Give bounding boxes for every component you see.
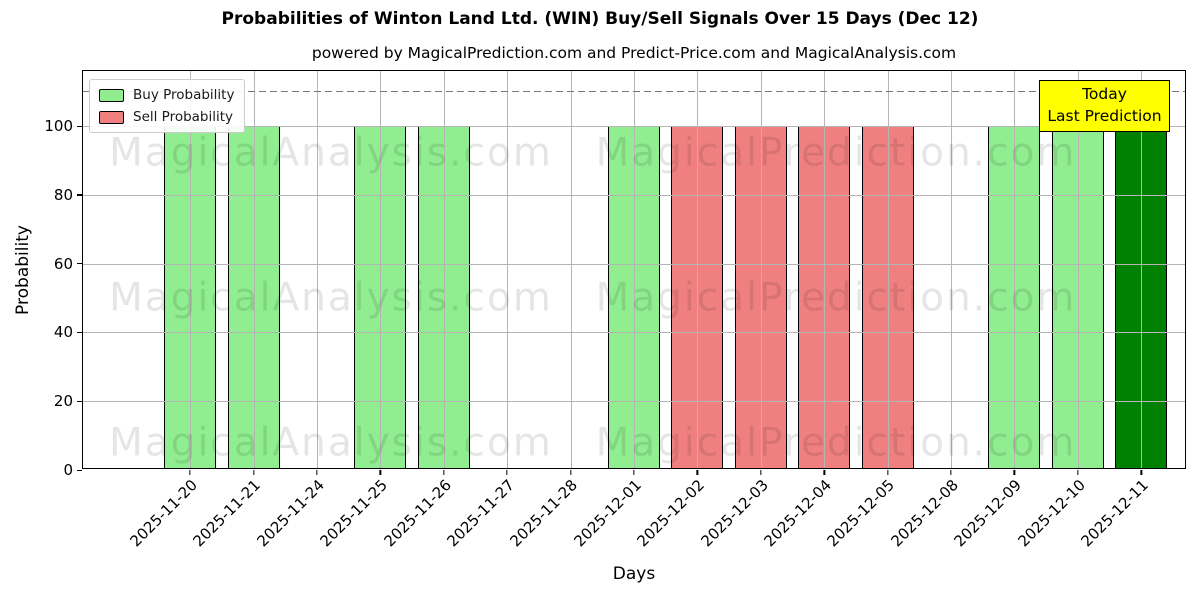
x-tick-2025-12-02 bbox=[696, 470, 699, 475]
y-tick-label-20: 20 bbox=[53, 392, 73, 411]
watermark-text: MagicalAnalysis.com bbox=[109, 275, 553, 321]
x-tick-label-text: 2025-11-28 bbox=[506, 476, 582, 551]
x-tick-2025-12-01 bbox=[633, 470, 635, 475]
gridline-x-2025-12-02 bbox=[697, 71, 699, 468]
gridline-x-2025-11-20 bbox=[190, 71, 192, 468]
x-tick-2025-12-11 bbox=[1140, 470, 1142, 475]
x-tick-label-text: 2025-12-05 bbox=[823, 476, 899, 551]
x-tick-label-text: 2025-12-02 bbox=[633, 476, 709, 551]
y-tick-label-0: 0 bbox=[63, 461, 73, 479]
today-annotation-line2: Last Prediction bbox=[1047, 106, 1162, 125]
legend-item-sell: Sell Probability bbox=[99, 109, 234, 125]
gridline-x-2025-11-26 bbox=[443, 71, 445, 468]
x-tick-label-text: 2025-11-27 bbox=[443, 476, 518, 551]
x-tick-label-text: 2025-12-03 bbox=[697, 476, 772, 551]
gridline-x-2025-12-04 bbox=[824, 71, 826, 468]
x-tick-2025-12-10 bbox=[1077, 470, 1079, 475]
x-tick-2025-12-05 bbox=[886, 470, 889, 475]
x-tick-label-text: 2025-12-04 bbox=[760, 476, 835, 551]
x-tick-2025-12-03 bbox=[760, 470, 762, 475]
x-tick-label-text: 2025-11-21 bbox=[189, 476, 265, 551]
x-tick-2025-12-09 bbox=[1013, 470, 1016, 475]
x-tick-2025-12-08 bbox=[950, 470, 952, 475]
watermark-text: MagicalPrediction.com bbox=[595, 130, 1077, 176]
x-tick-2025-11-24 bbox=[316, 470, 318, 475]
x-tick-label-text: 2025-11-25 bbox=[316, 476, 392, 551]
y-tick-100 bbox=[77, 125, 82, 127]
chart-subtitle: powered by MagicalPrediction.com and Pre… bbox=[311, 44, 957, 62]
today-annotation-line1: Today bbox=[1082, 85, 1127, 103]
watermark-text: MagicalAnalysis.com bbox=[109, 420, 553, 466]
y-tick-label-80: 80 bbox=[53, 185, 73, 204]
x-tick-label-text: 2025-12-10 bbox=[1014, 476, 1089, 551]
buy-color-swatch bbox=[99, 88, 124, 102]
y-tick-20 bbox=[77, 400, 82, 402]
x-tick-label-text: 2025-12-09 bbox=[950, 476, 1026, 551]
gridline-x-2025-12-01 bbox=[634, 71, 635, 468]
watermark-text: MagicalPrediction.com bbox=[595, 275, 1077, 321]
y-tick-label-100: 100 bbox=[44, 117, 73, 136]
gridline-x-2025-12-08 bbox=[951, 71, 953, 468]
legend-item-buy: Buy Probability bbox=[99, 87, 234, 103]
legend: Buy Probability Sell Probability bbox=[89, 79, 246, 133]
gridline-x-2025-11-24 bbox=[316, 71, 318, 468]
x-tick-label-text: 2025-12-01 bbox=[570, 476, 645, 551]
watermark-text: MagicalAnalysis.com bbox=[109, 130, 553, 176]
y-tick-60 bbox=[77, 263, 82, 265]
watermark-text: MagicalPrediction.com bbox=[595, 420, 1077, 466]
y-tick-0 bbox=[77, 469, 82, 471]
gridline-x-2025-11-28 bbox=[570, 71, 572, 468]
x-tick-label-text: 2025-11-26 bbox=[380, 476, 455, 551]
chart-title: Probabilities of Winton Land Ltd. (WIN) … bbox=[221, 9, 979, 29]
x-tick-label-text: 2025-12-08 bbox=[887, 476, 962, 551]
y-tick-80 bbox=[77, 194, 82, 196]
y-tick-40 bbox=[77, 331, 82, 334]
legend-label-buy: Buy Probability bbox=[133, 87, 235, 103]
x-tick-2025-12-04 bbox=[823, 470, 825, 475]
x-tick-2025-11-20 bbox=[189, 470, 191, 475]
x-tick-label-text: 2025-12-11 bbox=[1077, 476, 1152, 551]
gridline-x-2025-11-27 bbox=[507, 71, 509, 468]
gridline-x-2025-12-05 bbox=[887, 71, 889, 468]
gridline-x-2025-11-25 bbox=[380, 71, 382, 468]
sell-color-swatch bbox=[99, 110, 124, 124]
x-axis-label: Days bbox=[612, 564, 656, 584]
x-tick-label-text: 2025-11-20 bbox=[126, 476, 201, 551]
today-annotation: Today Last Prediction bbox=[1039, 80, 1170, 133]
gridline-x-2025-11-21 bbox=[253, 71, 255, 468]
dashed-reference-line bbox=[83, 90, 1185, 93]
gridline-x-2025-12-10 bbox=[1077, 71, 1079, 468]
gridline-x-2025-12-09 bbox=[1014, 71, 1016, 468]
legend-label-sell: Sell Probability bbox=[133, 109, 234, 125]
x-tick-label-text: 2025-11-24 bbox=[253, 476, 328, 551]
x-tick-2025-11-25 bbox=[379, 470, 382, 475]
y-tick-label-60: 60 bbox=[53, 254, 73, 273]
x-tick-2025-11-21 bbox=[252, 470, 255, 475]
x-tick-2025-11-26 bbox=[443, 470, 445, 475]
gridline-x-2025-12-11 bbox=[1141, 71, 1143, 468]
plot-area: Buy Probability Sell Probability Today L… bbox=[13, 70, 1186, 584]
x-tick-2025-11-28 bbox=[569, 470, 572, 475]
gridline-x-2025-12-03 bbox=[760, 71, 762, 468]
y-tick-label-40: 40 bbox=[53, 323, 73, 342]
x-tick-2025-11-27 bbox=[506, 470, 508, 475]
